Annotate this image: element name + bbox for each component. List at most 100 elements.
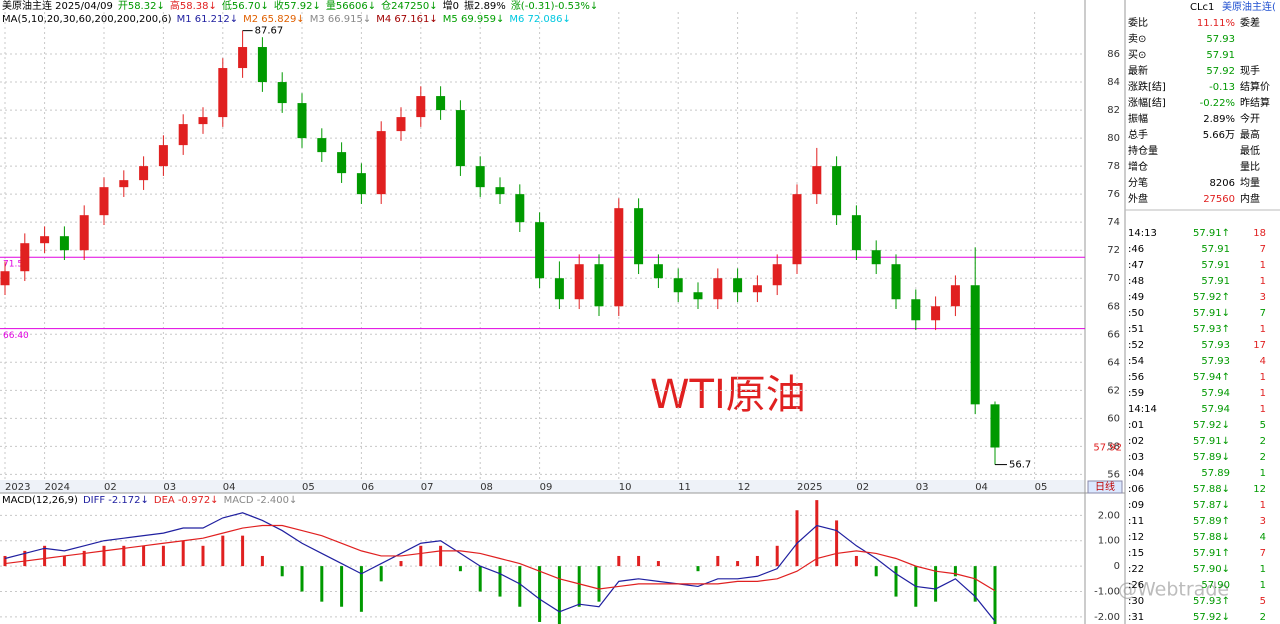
quote-value: -0.22% xyxy=(1200,98,1235,109)
header-item: MACD -2.400↓ xyxy=(224,495,298,506)
period-label[interactable]: 日线 xyxy=(1095,480,1115,493)
macd-bar xyxy=(419,545,423,567)
quote-label: 持仓量 xyxy=(1128,144,1158,157)
quote-label: 委比 xyxy=(1128,16,1148,29)
header-item: M3 66.915↓ xyxy=(310,14,372,25)
trade-price: 57.90 xyxy=(1201,580,1230,591)
panel-code: CLc1 xyxy=(1190,2,1214,13)
trade-price: 57.94↑ xyxy=(1193,372,1230,383)
quote-label: 外盘 xyxy=(1128,192,1148,205)
trade-time: 14:13 xyxy=(1128,228,1157,239)
header-item: 振2.89% xyxy=(464,0,506,12)
candle-body xyxy=(792,194,802,265)
header-item: 增0 xyxy=(443,0,459,12)
last-price-tag: 57.92 xyxy=(1093,442,1122,453)
trade-price: 57.91 xyxy=(1201,276,1230,287)
candle-body xyxy=(812,166,822,195)
y-tick-label: 62 xyxy=(1107,385,1120,396)
trade-time: :54 xyxy=(1128,356,1144,367)
trade-price: 57.91↓ xyxy=(1193,436,1230,447)
trade-time: :09 xyxy=(1128,500,1144,511)
candle-body xyxy=(614,208,624,307)
trade-price: 57.91↑ xyxy=(1193,228,1230,239)
y-tick-label: 2.00 xyxy=(1098,510,1120,521)
candle-body xyxy=(218,68,228,118)
trade-time: 14:14 xyxy=(1128,404,1157,415)
candle-body xyxy=(713,278,723,300)
trade-price: 57.94 xyxy=(1201,388,1230,399)
trade-time: :03 xyxy=(1128,452,1144,463)
trade-time: :49 xyxy=(1128,292,1144,303)
trade-time: :30 xyxy=(1128,596,1144,607)
macd-bar xyxy=(161,545,165,567)
trade-price: 57.93 xyxy=(1201,356,1230,367)
trade-volume: 1 xyxy=(1260,468,1266,479)
candle-body xyxy=(871,250,881,265)
x-tick-label: 03 xyxy=(163,482,176,493)
macd-bar xyxy=(201,545,205,567)
y-tick-label: 72 xyxy=(1107,245,1120,256)
x-tick-label: 09 xyxy=(540,482,553,493)
trade-price: 57.88↓ xyxy=(1193,532,1230,543)
candle-body xyxy=(119,180,129,188)
trade-volume: 2 xyxy=(1260,452,1266,463)
header-item: 量56606↓ xyxy=(326,0,376,12)
x-tick-label: 10 xyxy=(619,482,632,493)
macd-line xyxy=(4,524,996,592)
trade-volume: 12 xyxy=(1253,484,1266,495)
quote-label: 涨跌[结] xyxy=(1128,80,1166,93)
candle-body xyxy=(178,124,188,146)
quote-value: -0.13 xyxy=(1209,82,1235,93)
candle-body xyxy=(198,117,208,125)
candle-body xyxy=(139,166,149,181)
header-item: DIFF -2.172↓ xyxy=(83,495,149,506)
header-item: 涨(-0.31)-0.53%↓ xyxy=(511,0,598,12)
trade-volume: 2 xyxy=(1260,612,1266,623)
y-tick-label: 78 xyxy=(1107,161,1120,172)
x-tick-label: 07 xyxy=(421,482,434,493)
trade-volume: 5 xyxy=(1260,420,1266,431)
trade-time: :06 xyxy=(1128,484,1144,495)
macd-bar xyxy=(993,566,997,624)
header-item: 美原油主连 2025/04/09 xyxy=(2,0,113,12)
quote-label: 最新 xyxy=(1128,64,1148,77)
high-label: 87.67 xyxy=(255,26,284,37)
trade-time: :01 xyxy=(1128,420,1144,431)
macd-bar xyxy=(260,555,264,567)
y-tick-label: 64 xyxy=(1107,357,1120,368)
candle-body xyxy=(535,222,545,279)
x-tick-label: 04 xyxy=(975,482,988,493)
quote-value: 2.89% xyxy=(1203,114,1235,125)
x-tick-label: 02 xyxy=(856,482,869,493)
macd-bar xyxy=(62,555,66,567)
candle-body xyxy=(673,278,683,293)
macd-bar xyxy=(557,566,561,624)
quote-label: 涨幅[结] xyxy=(1128,96,1166,109)
trade-time: :59 xyxy=(1128,388,1144,399)
y-tick-label: 68 xyxy=(1107,301,1120,312)
quote-label-right: 结算价 xyxy=(1240,80,1270,93)
trade-price: 57.91 xyxy=(1201,260,1230,271)
trade-price: 57.92↓ xyxy=(1193,612,1230,623)
trade-volume: 7 xyxy=(1260,548,1266,559)
candle-body xyxy=(851,215,861,251)
trade-price: 57.93↑ xyxy=(1193,324,1230,335)
overlay-title: WTI原油 xyxy=(650,372,806,418)
macd-bar xyxy=(637,555,641,567)
candle-body xyxy=(317,138,327,153)
trade-time: :12 xyxy=(1128,532,1144,543)
header-item: 仓247250↓ xyxy=(381,0,438,12)
period-button[interactable] xyxy=(1087,480,1123,494)
trade-price: 57.91↑ xyxy=(1193,548,1230,559)
macd-bar xyxy=(102,545,106,567)
macd-bar xyxy=(795,510,799,567)
low-label: 56.7 xyxy=(1009,460,1031,471)
quote-label: 卖⊙ xyxy=(1128,33,1146,45)
macd-bar xyxy=(23,550,27,567)
candle-body xyxy=(495,187,505,195)
y-tick-label: 0 xyxy=(1114,561,1120,572)
macd-bar xyxy=(538,566,542,622)
quote-value: 5.66万 xyxy=(1203,130,1235,141)
candle-body xyxy=(911,299,921,321)
